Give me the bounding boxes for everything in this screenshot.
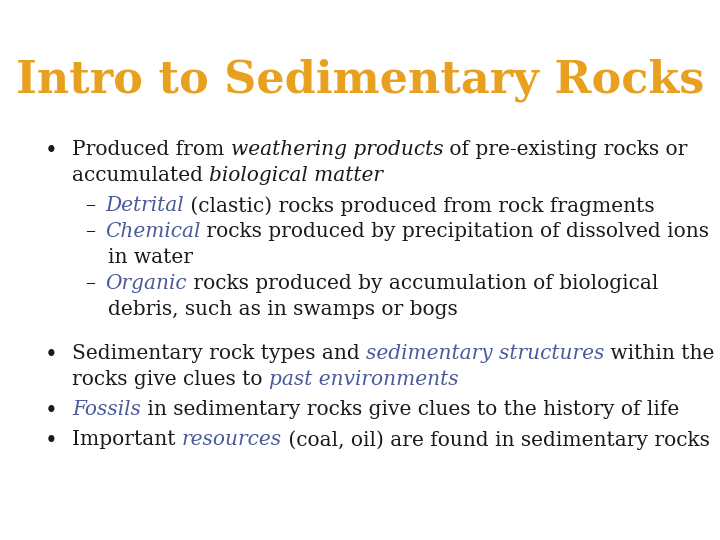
Text: weathering products: weathering products	[230, 140, 444, 159]
Text: –: –	[85, 274, 95, 293]
Text: Important: Important	[72, 430, 182, 449]
Text: Produced from: Produced from	[72, 140, 230, 159]
Text: accumulated: accumulated	[72, 166, 210, 185]
Text: (clastic) rocks produced from rock fragments: (clastic) rocks produced from rock fragm…	[184, 196, 654, 215]
Text: debris, such as in swamps or bogs: debris, such as in swamps or bogs	[108, 300, 458, 319]
Text: Chemical: Chemical	[105, 222, 200, 241]
Text: within the: within the	[605, 344, 715, 363]
Text: –: –	[85, 196, 95, 215]
Text: Intro to Sedimentary Rocks: Intro to Sedimentary Rocks	[16, 58, 704, 102]
Text: rocks produced by accumulation of biological: rocks produced by accumulation of biolog…	[186, 274, 658, 293]
Text: Detrital: Detrital	[105, 196, 184, 215]
Text: –: –	[85, 222, 95, 241]
Text: •: •	[45, 400, 58, 422]
Text: rocks produced by precipitation of dissolved ions: rocks produced by precipitation of disso…	[200, 222, 709, 241]
Text: past environments: past environments	[269, 370, 459, 389]
Text: Sedimentary rock types and: Sedimentary rock types and	[72, 344, 366, 363]
Text: Organic: Organic	[105, 274, 186, 293]
Text: Fossils: Fossils	[72, 400, 141, 419]
Text: (coal, oil) are found in sedimentary rocks: (coal, oil) are found in sedimentary roc…	[282, 430, 710, 450]
Text: rocks give clues to: rocks give clues to	[72, 370, 269, 389]
Text: in sedimentary rocks give clues to the history of life: in sedimentary rocks give clues to the h…	[141, 400, 679, 419]
Text: •: •	[45, 140, 58, 162]
Text: of pre-existing rocks or: of pre-existing rocks or	[444, 140, 688, 159]
Text: resources: resources	[182, 430, 282, 449]
Text: in water: in water	[108, 248, 193, 267]
Text: •: •	[45, 344, 58, 366]
Text: biological matter: biological matter	[210, 166, 383, 185]
Text: •: •	[45, 430, 58, 452]
Text: sedimentary structures: sedimentary structures	[366, 344, 605, 363]
